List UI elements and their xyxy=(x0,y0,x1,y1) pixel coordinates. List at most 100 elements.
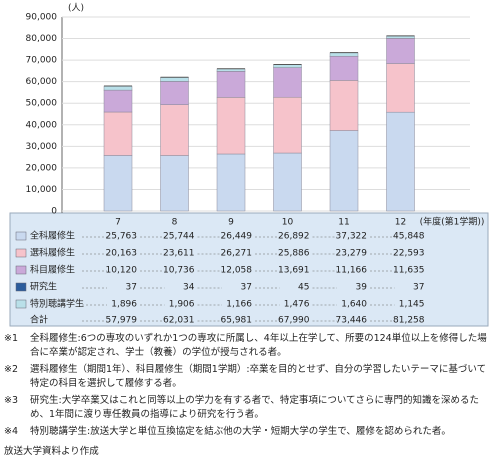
table-value: 81,258 xyxy=(393,316,425,326)
table-value: 45 xyxy=(298,283,309,293)
table-value: 37,322 xyxy=(336,232,368,242)
table-value: 37 xyxy=(413,283,424,293)
x-tick-label: 9 xyxy=(228,218,234,228)
bar-segment xyxy=(103,155,133,212)
table-value: 39 xyxy=(356,283,368,293)
table-value: 37 xyxy=(126,283,137,293)
table-value: 23,611 xyxy=(163,249,195,259)
bar-segment xyxy=(160,104,189,156)
bar-segment xyxy=(216,71,246,98)
table-value: 26,449 xyxy=(221,232,253,242)
x-tick-label: 12 xyxy=(395,218,406,228)
legend-label: 全科履修生 xyxy=(30,230,75,242)
table-background xyxy=(9,212,489,327)
bar-segment xyxy=(273,67,302,98)
x-tick-label: 7 xyxy=(115,218,121,228)
footnote-marker: ※3 xyxy=(4,395,19,406)
table-value: 65,981 xyxy=(221,316,253,326)
table-value: 13,691 xyxy=(278,266,310,276)
bar-segment xyxy=(216,97,246,155)
bar-segment xyxy=(273,96,302,154)
table-value: 11,635 xyxy=(393,266,425,276)
bar-segment xyxy=(103,85,133,91)
y-tick-label: 60,000 xyxy=(26,77,58,87)
table-value: 1,476 xyxy=(284,300,310,310)
legend-swatch xyxy=(15,265,27,275)
footnote-text: 特別聴講学生:放送大学と単位互換協定を結ぶ他の大学・短期大学の学生で、履修を認め… xyxy=(30,426,451,437)
table-value: 26,271 xyxy=(221,249,253,259)
x-axis-label: (年度(第1学期)) xyxy=(420,216,485,228)
table-value: 25,744 xyxy=(163,232,195,242)
legend-label: 研究生 xyxy=(30,281,57,293)
table-value: 45,848 xyxy=(393,232,425,242)
notes: ※1 全科履修生:6つの専攻のいずれか1つの専攻に所属し、4年以上在学して、所要の… xyxy=(4,332,492,459)
y-tick-label: 50,000 xyxy=(26,99,58,109)
y-axis-label: (人) xyxy=(68,3,84,14)
table-value: 10,736 xyxy=(163,266,195,276)
bar-segment xyxy=(329,52,359,57)
footnote-marker: ※1 xyxy=(4,333,19,344)
table-value: 1,640 xyxy=(341,300,367,310)
y-tick-label: 40,000 xyxy=(26,120,58,130)
x-tick-label: 10 xyxy=(282,218,294,228)
bar-segment xyxy=(329,130,359,212)
footnote: ※1 全科履修生:6つの専攻のいずれか1つの専攻に所属し、4年以上在学して、所要の… xyxy=(4,332,492,360)
y-tick-label: 10,000 xyxy=(26,185,58,195)
bar-segment xyxy=(329,56,359,81)
legend-swatch xyxy=(15,299,27,309)
table-value: 37 xyxy=(241,283,252,293)
footnote-text: 全科履修生:6つの専攻のいずれか1つの専攻に所属し、4年以上在学して、所要の12… xyxy=(30,333,487,358)
table-value: 23,279 xyxy=(336,249,368,259)
bar-segment xyxy=(160,155,189,212)
legend-label: 科目履修生 xyxy=(30,264,75,276)
table-value: 1,145 xyxy=(399,300,425,310)
footnote: ※3 研究生:大学卒業又はこれと同等以上の学力を有する者で、特定事項についてさらに… xyxy=(4,394,492,422)
bar-segment xyxy=(386,38,415,64)
footnote: ※2 選科履修生（期間1年）、科目履修生（期間1学期）:卒業を目的とせず、自分の学… xyxy=(4,363,492,391)
table-value: 25,886 xyxy=(278,249,310,259)
legend-label: 特別聴講学生 xyxy=(30,298,84,310)
y-tick-label: 70,000 xyxy=(26,56,58,66)
y-tick-label: 90,000 xyxy=(26,13,58,23)
table-value: 67,990 xyxy=(278,316,310,326)
table-value: 1,896 xyxy=(111,300,137,310)
footnote: ※4 特別聴講学生:放送大学と単位互換協定を結ぶ他の大学・短期大学の学生で、履修を… xyxy=(4,425,492,439)
legend-swatch xyxy=(15,248,27,258)
table-value: 22,593 xyxy=(393,249,425,259)
table-value: 11,166 xyxy=(336,266,368,276)
chart: (人) (年度(第1学期)) 0 10,000 20,000 30,000 40,000… xyxy=(9,3,489,327)
bar-segment xyxy=(103,111,133,156)
source: 放送大学資料より作成 xyxy=(4,446,99,457)
table-value: 25,763 xyxy=(106,232,138,242)
table-value: 12,058 xyxy=(221,266,253,276)
legend-label: 選科履修生 xyxy=(30,247,75,259)
bar-segment xyxy=(386,63,415,113)
x-tick-label: 11 xyxy=(338,218,349,228)
y-tick-label: 20,000 xyxy=(26,163,58,173)
footnote-text: 研究生:大学卒業又はこれと同等以上の学力を有する者で、特定事項についてさらに専門… xyxy=(30,395,480,420)
bar-segment xyxy=(216,153,246,212)
footnote-text: 選科履修生（期間1年）、科目履修生（期間1学期）:卒業を目的とせず、自分の学習し… xyxy=(30,364,487,389)
bar-segment xyxy=(329,80,359,131)
legend-swatch xyxy=(15,231,27,241)
footnote-marker: ※2 xyxy=(4,364,19,375)
table-value: 57,979 xyxy=(106,316,138,326)
y-tick-label: 30,000 xyxy=(26,142,58,152)
table-value: 20,163 xyxy=(106,249,138,259)
bar-segment xyxy=(386,111,415,212)
table-value: 10,120 xyxy=(106,266,138,276)
bar-segment xyxy=(103,89,133,113)
bar-segment xyxy=(273,152,302,212)
footnote-marker: ※4 xyxy=(4,426,19,437)
bar-segment xyxy=(160,77,189,82)
bar-segment xyxy=(160,81,189,105)
table-value: 34 xyxy=(183,283,195,293)
table-value: 1,166 xyxy=(226,300,252,310)
table-value: 1,906 xyxy=(169,300,195,310)
y-tick-label: 0 xyxy=(51,207,57,217)
table-value: 73,446 xyxy=(336,316,368,326)
y-tick-label: 80,000 xyxy=(26,34,58,44)
table-value: 62,031 xyxy=(163,316,195,326)
table-value: 26,892 xyxy=(278,232,310,242)
